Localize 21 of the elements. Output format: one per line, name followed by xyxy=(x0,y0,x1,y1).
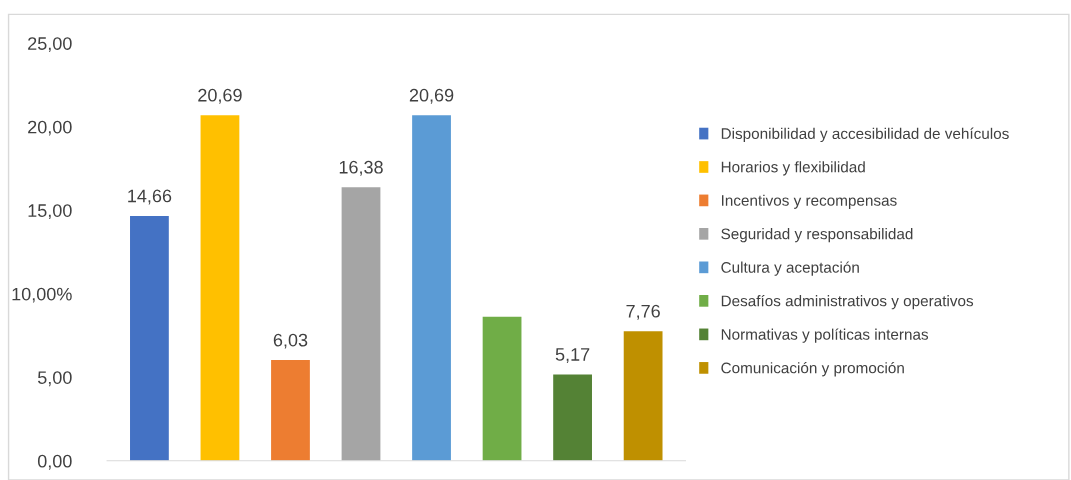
data-label: 20,69 xyxy=(198,88,242,104)
data-label: 7,76 xyxy=(626,304,660,320)
legend-label: Cultura y aceptación xyxy=(721,261,859,276)
y-tick-label: 15,00 xyxy=(28,204,72,220)
legend-label: Horarios y flexibilidad xyxy=(721,161,865,176)
y-tick-label: 10,00% xyxy=(12,287,72,303)
y-tick-label: 5,00 xyxy=(37,371,72,387)
legend-label: Incentivos y recompensas xyxy=(721,194,897,209)
y-tick-label: 0,00 xyxy=(37,454,72,470)
data-label: 5,17 xyxy=(555,348,590,363)
legend-label: Normativas y políticas internas xyxy=(721,328,929,343)
y-tick-label: 25,00 xyxy=(28,37,72,53)
legend-label: Comunicación y promoción xyxy=(721,361,904,377)
legend-label: Disponibilidad y accesibilidad de vehículos xyxy=(721,127,1009,143)
data-label: 6,03 xyxy=(273,333,308,349)
legend-label: Desafíos administrativos y operativos xyxy=(721,294,974,310)
data-label: 14,66 xyxy=(128,189,172,205)
legend-label: Seguridad y responsabilidad xyxy=(721,228,913,243)
data-label: 20,69 xyxy=(409,88,454,104)
y-tick-label: 20,00 xyxy=(28,120,72,136)
data-label: 16,38 xyxy=(339,160,383,176)
